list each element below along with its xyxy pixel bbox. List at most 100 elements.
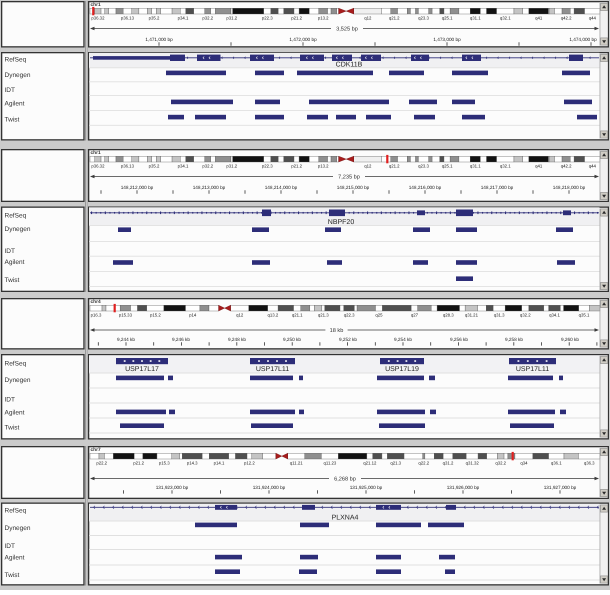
svg-text:q31.1: q31.1: [470, 15, 481, 20]
svg-text:p31.2: p31.2: [226, 163, 237, 168]
svg-text:p35.2: p35.2: [149, 163, 160, 168]
svg-text:q28.3: q28.3: [443, 312, 454, 317]
svg-text:p22.2: p22.2: [96, 460, 107, 465]
svg-text:Twist: Twist: [5, 572, 20, 579]
svg-text:IDT: IDT: [5, 396, 16, 403]
svg-text:9,260 kb: 9,260 kb: [561, 337, 579, 342]
svg-text:q31.2: q31.2: [443, 460, 454, 465]
svg-text:131,923,000 bp: 131,923,000 bp: [156, 485, 189, 490]
svg-text:q22.2: q22.2: [418, 460, 429, 465]
svg-text:p36.13: p36.13: [121, 15, 135, 20]
svg-text:1,472,000 bp: 1,472,000 bp: [289, 37, 317, 42]
svg-text:9,256 kb: 9,256 kb: [450, 337, 468, 342]
svg-text:p34.1: p34.1: [178, 163, 189, 168]
svg-text:p14: p14: [189, 312, 197, 317]
svg-text:9,250 kb: 9,250 kb: [283, 337, 301, 342]
svg-text:148,213,000 bp: 148,213,000 bp: [193, 185, 226, 190]
svg-text:p35.2: p35.2: [149, 15, 160, 20]
svg-text:q36.3: q36.3: [584, 460, 595, 465]
svg-text:1,474,000 bp: 1,474,000 bp: [569, 37, 597, 42]
svg-text:q23.3: q23.3: [418, 15, 429, 20]
svg-text:q32.2: q32.2: [520, 312, 531, 317]
svg-text:Agilent: Agilent: [5, 101, 25, 108]
svg-text:q32.1: q32.1: [500, 15, 511, 20]
svg-text:Dynegen: Dynegen: [5, 72, 31, 79]
svg-text:Dynegen: Dynegen: [5, 377, 31, 384]
svg-text:q12: q12: [364, 15, 372, 20]
svg-text:1,471,000 bp: 1,471,000 bp: [145, 37, 173, 42]
svg-text:q23.3: q23.3: [418, 163, 429, 168]
svg-text:131,926,000 bp: 131,926,000 bp: [447, 485, 480, 490]
svg-text:q31.1: q31.1: [470, 163, 481, 168]
svg-text:chr7: chr7: [91, 447, 101, 453]
svg-text:q31.3: q31.3: [494, 312, 505, 317]
svg-text:p15.33: p15.33: [119, 312, 133, 317]
svg-text:p21.2: p21.2: [291, 163, 302, 168]
svg-text:p36.32: p36.32: [91, 15, 105, 20]
svg-text:USP17L19: USP17L19: [385, 366, 419, 373]
svg-text:148,217,000 bp: 148,217,000 bp: [481, 185, 514, 190]
svg-text:Twist: Twist: [5, 117, 20, 124]
svg-text:Agilent: Agilent: [5, 410, 25, 417]
svg-text:q25.1: q25.1: [442, 163, 453, 168]
svg-text:q44: q44: [589, 15, 597, 20]
svg-text:p14.3: p14.3: [187, 460, 198, 465]
svg-text:q21.2: q21.2: [389, 163, 400, 168]
svg-text:7,235 bp: 7,235 bp: [338, 173, 360, 180]
svg-text:chr1: chr1: [91, 2, 101, 8]
svg-text:USP17L11: USP17L11: [516, 366, 549, 373]
svg-text:IDT: IDT: [5, 248, 16, 255]
svg-text:148,215,000 bp: 148,215,000 bp: [337, 185, 370, 190]
svg-text:18 kb: 18 kb: [330, 327, 344, 334]
svg-text:IDT: IDT: [5, 87, 16, 94]
svg-text:Dynegen: Dynegen: [5, 226, 31, 233]
svg-text:p22.3: p22.3: [262, 15, 273, 20]
svg-text:q44: q44: [589, 163, 597, 168]
svg-text:9,248 kb: 9,248 kb: [228, 337, 246, 342]
svg-text:q42.2: q42.2: [561, 163, 572, 168]
svg-text:q11.21: q11.21: [290, 460, 303, 465]
svg-text:1,473,000 bp: 1,473,000 bp: [433, 37, 461, 42]
svg-text:q41: q41: [535, 15, 543, 20]
svg-text:9,254 kb: 9,254 kb: [394, 337, 412, 342]
svg-text:q32.2: q32.2: [495, 460, 506, 465]
svg-text:131,925,000 bp: 131,925,000 bp: [350, 485, 383, 490]
svg-text:p16.3: p16.3: [91, 312, 102, 317]
svg-text:q42.2: q42.2: [561, 15, 572, 20]
svg-text:RefSeq: RefSeq: [5, 361, 27, 368]
svg-text:q35.1: q35.1: [579, 312, 590, 317]
svg-text:q25.1: q25.1: [442, 15, 453, 20]
svg-text:Dynegen: Dynegen: [5, 525, 31, 532]
svg-text:Twist: Twist: [5, 425, 20, 432]
svg-text:q11.23: q11.23: [323, 460, 336, 465]
svg-text:131,924,000 bp: 131,924,000 bp: [253, 485, 286, 490]
svg-text:p14.1: p14.1: [214, 460, 225, 465]
svg-text:p22.3: p22.3: [262, 163, 273, 168]
svg-text:148,214,000 bp: 148,214,000 bp: [265, 185, 298, 190]
svg-text:131,927,000 bp: 131,927,000 bp: [544, 485, 577, 490]
svg-text:q13.2: q13.2: [268, 312, 279, 317]
svg-text:NBPF20: NBPF20: [328, 219, 355, 226]
svg-text:q22.3: q22.3: [344, 312, 355, 317]
svg-text:RefSeq: RefSeq: [5, 212, 27, 219]
svg-text:q21.2: q21.2: [389, 15, 400, 20]
svg-text:p31.2: p31.2: [226, 15, 237, 20]
svg-text:RefSeq: RefSeq: [5, 507, 27, 514]
svg-text:148,212,000 bp: 148,212,000 bp: [121, 185, 154, 190]
svg-text:3,525 bp: 3,525 bp: [336, 25, 358, 32]
svg-text:q21.3: q21.3: [390, 460, 401, 465]
svg-text:p13.2: p13.2: [318, 163, 329, 168]
svg-text:p34.1: p34.1: [178, 15, 189, 20]
svg-text:USP17L11: USP17L11: [256, 366, 289, 373]
svg-text:148,216,000 bp: 148,216,000 bp: [409, 185, 442, 190]
svg-text:p15.2: p15.2: [150, 312, 161, 317]
svg-text:p12.2: p12.2: [244, 460, 255, 465]
svg-text:p15.3: p15.3: [159, 460, 170, 465]
svg-text:p32.2: p32.2: [202, 15, 213, 20]
svg-text:q21.12: q21.12: [363, 460, 377, 465]
svg-text:6,268 bp: 6,268 bp: [334, 475, 356, 482]
svg-text:q21.3: q21.3: [318, 312, 329, 317]
svg-text:q41: q41: [535, 163, 543, 168]
svg-text:q21.1: q21.1: [292, 312, 303, 317]
svg-text:chr1: chr1: [91, 150, 101, 156]
